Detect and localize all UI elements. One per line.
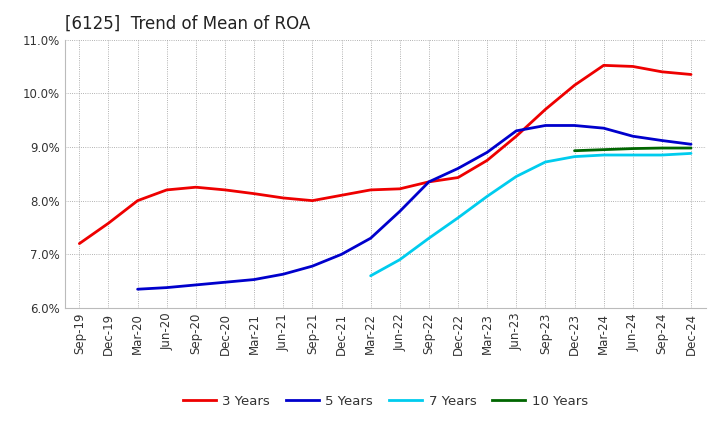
3 Years xyxy=(192,184,200,190)
3 Years xyxy=(279,195,287,201)
7 Years xyxy=(657,152,666,158)
3 Years xyxy=(337,193,346,198)
5 Years xyxy=(308,264,317,269)
7 Years xyxy=(570,154,579,159)
7 Years xyxy=(425,235,433,241)
5 Years xyxy=(629,134,637,139)
10 Years xyxy=(599,147,608,152)
7 Years xyxy=(512,174,521,179)
3 Years xyxy=(512,134,521,139)
3 Years xyxy=(454,175,462,180)
5 Years xyxy=(192,282,200,288)
3 Years xyxy=(395,186,404,191)
5 Years xyxy=(163,285,171,290)
7 Years xyxy=(687,151,696,156)
7 Years xyxy=(599,152,608,158)
7 Years xyxy=(541,159,550,165)
7 Years xyxy=(366,273,375,279)
Line: 10 Years: 10 Years xyxy=(575,148,691,151)
3 Years xyxy=(366,187,375,193)
3 Years xyxy=(687,72,696,77)
3 Years xyxy=(599,63,608,68)
5 Years xyxy=(657,138,666,143)
3 Years xyxy=(250,191,258,196)
5 Years xyxy=(425,179,433,184)
5 Years xyxy=(483,150,492,155)
3 Years xyxy=(220,187,229,193)
Legend: 3 Years, 5 Years, 7 Years, 10 Years: 3 Years, 5 Years, 7 Years, 10 Years xyxy=(177,390,593,413)
3 Years xyxy=(104,220,113,226)
5 Years xyxy=(220,279,229,285)
3 Years xyxy=(133,198,142,203)
3 Years xyxy=(657,69,666,74)
10 Years xyxy=(570,148,579,154)
7 Years xyxy=(395,257,404,262)
3 Years xyxy=(75,241,84,246)
5 Years xyxy=(454,166,462,171)
5 Years xyxy=(599,125,608,131)
7 Years xyxy=(483,194,492,199)
5 Years xyxy=(687,142,696,147)
5 Years xyxy=(366,235,375,241)
5 Years xyxy=(395,209,404,214)
3 Years xyxy=(425,179,433,184)
5 Years xyxy=(512,128,521,133)
5 Years xyxy=(541,123,550,128)
Line: 3 Years: 3 Years xyxy=(79,66,691,244)
7 Years xyxy=(629,152,637,158)
7 Years xyxy=(454,215,462,220)
Text: [6125]  Trend of Mean of ROA: [6125] Trend of Mean of ROA xyxy=(65,15,310,33)
5 Years xyxy=(133,286,142,292)
3 Years xyxy=(629,64,637,69)
Line: 7 Years: 7 Years xyxy=(371,154,691,276)
5 Years xyxy=(250,277,258,282)
5 Years xyxy=(279,271,287,277)
3 Years xyxy=(570,83,579,88)
10 Years xyxy=(657,145,666,150)
3 Years xyxy=(163,187,171,193)
Line: 5 Years: 5 Years xyxy=(138,125,691,289)
5 Years xyxy=(570,123,579,128)
10 Years xyxy=(687,145,696,150)
3 Years xyxy=(541,107,550,112)
10 Years xyxy=(629,146,637,151)
5 Years xyxy=(337,252,346,257)
3 Years xyxy=(308,198,317,203)
3 Years xyxy=(483,158,492,163)
